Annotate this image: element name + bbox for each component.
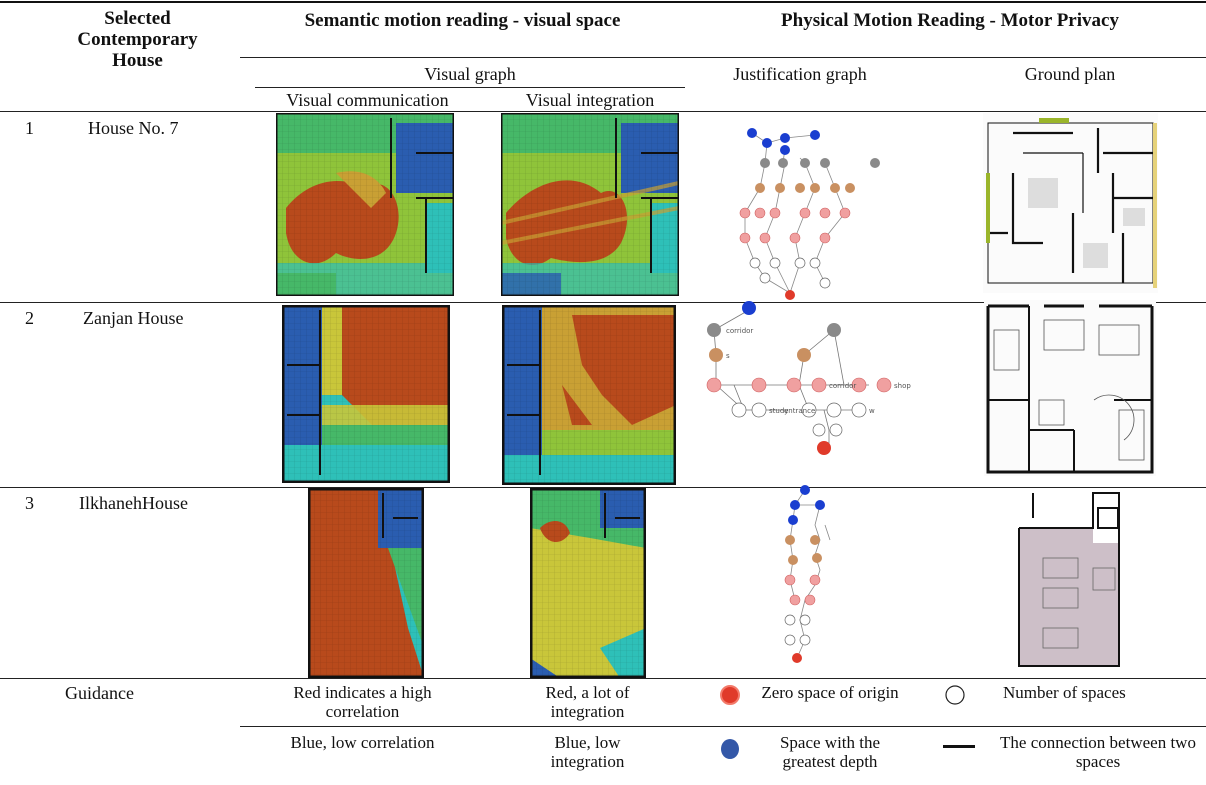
guidance-mid-rule — [240, 726, 1206, 727]
row-1-visual-integration-map — [501, 113, 679, 296]
header-visual-graph: Visual graph — [424, 64, 516, 84]
row-1-rule — [0, 302, 1206, 303]
visual-graph-rule — [255, 87, 685, 88]
header-ground-plan: Ground plan — [1024, 64, 1116, 84]
header-physical: Physical Motion Reading - Motor Privacy — [781, 10, 1119, 31]
top-rule — [0, 1, 1206, 3]
guidance-label: Guidance — [65, 683, 134, 703]
guidance-zero-space-icon — [720, 685, 740, 705]
header-selected-house: Selected Contemporary House — [77, 8, 198, 71]
guidance-greatest-depth: Space with the greatest depth — [779, 733, 881, 771]
graph-label-study: study — [769, 407, 788, 415]
graph-label-shop: shop — [894, 382, 911, 390]
row-3-visual-integration-map — [530, 488, 646, 678]
row-3-number: 3 — [25, 493, 34, 513]
header-justification-graph: Justification graph — [733, 64, 867, 84]
row-2-number: 2 — [25, 308, 34, 328]
row-2-house-name: Zanjan House — [83, 308, 184, 328]
guidance-greatest-depth-icon — [721, 739, 739, 759]
graph-label-s: s — [726, 352, 730, 360]
guidance-number-spaces-icon — [945, 685, 965, 705]
header-semantic: Semantic motion reading - visual space — [304, 10, 621, 31]
row-1-visual-communication-map — [276, 113, 454, 296]
row-1-number: 1 — [25, 118, 34, 138]
guidance-red-integration: Red, a lot of integration — [545, 683, 630, 721]
graph-label-entrance: entrance — [784, 407, 815, 415]
guidance-red-high-correlation: Red indicates a high correlation — [293, 683, 432, 721]
guidance-connection-icon — [943, 745, 975, 748]
graph-label-w: w — [869, 407, 875, 415]
guidance-connection: The connection between two spaces — [1000, 733, 1196, 771]
header-bottom-rule — [0, 111, 1206, 112]
header-visual-communication: Visual communication — [286, 90, 449, 110]
row-1-justification-graph — [739, 128, 880, 300]
header-sub-rule — [240, 57, 1206, 58]
guidance-blue-low-integration: Blue, low integration — [550, 733, 625, 771]
guidance-blue-low-correlation: Blue, low correlation — [290, 733, 435, 752]
row-3-house-name: IlkhanehHouse — [79, 493, 188, 513]
row-3-justification-graph — [784, 485, 831, 663]
header-visual-integration: Visual integration — [525, 90, 655, 110]
row-2-visual-integration-map — [502, 305, 676, 485]
row-2-ground-plan — [984, 300, 1156, 476]
graph-label-corridor-2: corridor — [829, 382, 856, 390]
row-2-visual-communication-map — [282, 305, 450, 483]
guidance-number-spaces: Number of spaces — [1003, 683, 1126, 702]
row-3-visual-communication-map — [308, 488, 424, 678]
row-2-justification-graph: corridor corridor shop study entrance w … — [706, 301, 911, 455]
guidance-zero-space: Zero space of origin — [761, 683, 899, 702]
row-1-house-name: House No. 7 — [88, 118, 179, 138]
row-1-ground-plan — [983, 113, 1158, 293]
graph-label-corridor: corridor — [726, 327, 753, 335]
row-3-rule — [0, 678, 1206, 679]
row-3-ground-plan — [1013, 488, 1125, 668]
